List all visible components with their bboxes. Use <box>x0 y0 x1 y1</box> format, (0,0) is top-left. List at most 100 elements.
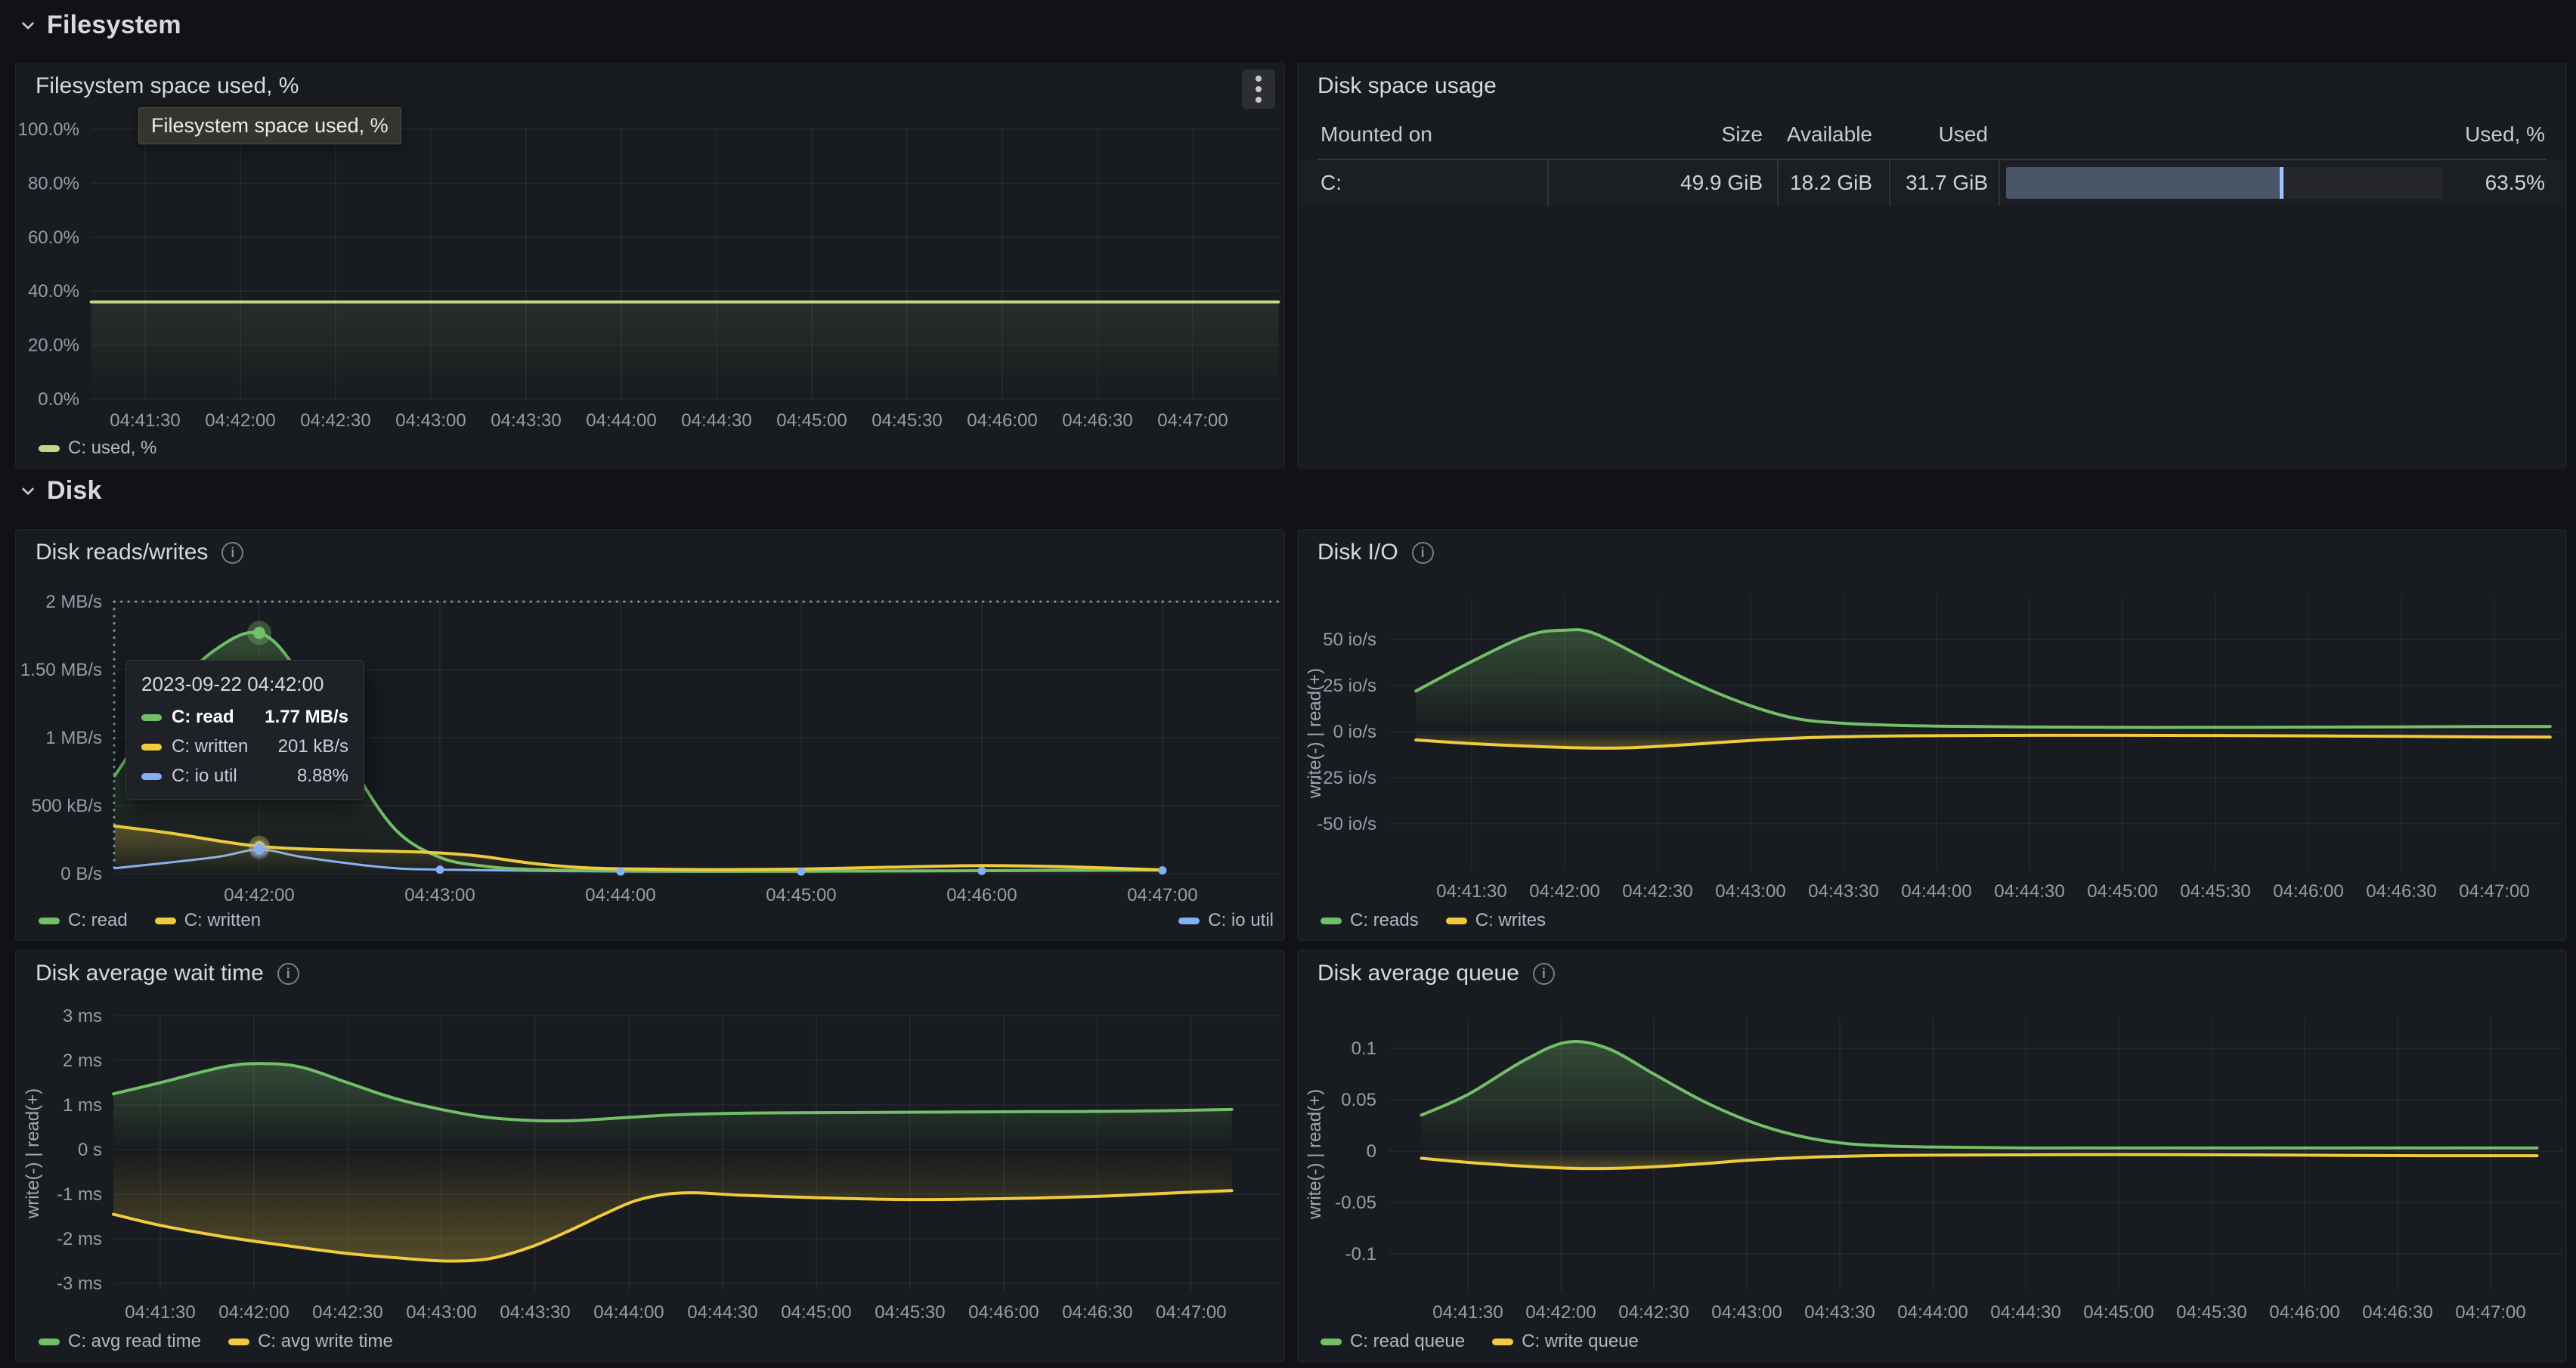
table-row: C: 49.9 GiB 18.2 GiB 31.7 GiB 63.5% <box>1298 160 2566 206</box>
table-header-mounted-on[interactable]: Mounted on <box>1321 122 1432 146</box>
legend-swatch <box>154 917 176 924</box>
svg-text:04:42:00: 04:42:00 <box>224 885 294 905</box>
svg-text:-1 ms: -1 ms <box>57 1184 102 1205</box>
disk-avg-queue-chart[interactable]: -0.1 -0.05 0 0.05 0.1 04:41:30 04:42:00 04:42:3… <box>1298 951 2568 1363</box>
series-fill-C: reads <box>1416 630 2550 732</box>
table-header-available[interactable]: Available <box>1786 122 1872 146</box>
legend-item[interactable]: C: io util <box>1178 910 1274 931</box>
legend-swatch <box>1445 917 1467 924</box>
legend-item[interactable]: C: read queue <box>1321 1331 1465 1352</box>
filesystem-space-used-chart[interactable]: 0.0% 20.0% 40.0% 60.0% 80.0% 100.0% 04:41:30 04… <box>16 63 1286 469</box>
svg-text:04:42:30: 04:42:30 <box>1622 881 1692 902</box>
legend-swatch <box>39 1338 60 1345</box>
panel-disk-avg-wait-time: Disk average wait time i -3 ms -2 ms -1 ms… <box>15 950 1285 1362</box>
tooltip-series-label: C: io util <box>172 766 237 786</box>
series-line-C: read queue <box>1420 1039 2539 1150</box>
legend-swatch <box>39 444 60 452</box>
table-header-used-pct[interactable]: Used, % <box>2465 122 2545 146</box>
chart-legend: C: avg read time C: avg write time <box>39 1331 393 1352</box>
disk-io-chart[interactable]: -50 io/s -25 io/s 0 io/s 25 io/s 50 io/s 04:4… <box>1298 530 2568 942</box>
series-fill-C: read <box>114 632 1163 874</box>
table-header-used[interactable]: Used <box>1938 122 1988 146</box>
legend-item[interactable]: C: written <box>154 910 262 931</box>
chevron-down-icon <box>22 487 34 494</box>
svg-text:04:46:00: 04:46:00 <box>968 1302 1039 1323</box>
svg-text:04:44:00: 04:44:00 <box>586 410 656 431</box>
legend-label: C: io util <box>1208 910 1274 930</box>
svg-text:04:47:00: 04:47:00 <box>1157 410 1228 431</box>
series-line-C: reads <box>1414 628 2552 729</box>
legend-item[interactable]: C: avg read time <box>39 1331 201 1352</box>
svg-text:04:47:00: 04:47:00 <box>2459 881 2529 902</box>
disk-avg-wait-time-chart[interactable]: -3 ms -2 ms -1 ms 0 s 1 ms 2 ms 3 ms 04:41:30 04… <box>16 951 1286 1363</box>
series-fill-C: used, % <box>91 302 1279 399</box>
legend-swatch <box>1178 917 1200 924</box>
svg-text:04:45:30: 04:45:30 <box>2176 1302 2246 1323</box>
chart-tooltip: 2023-09-22 04:42:00 C: read 1.77 MB/s C:… <box>125 660 364 800</box>
svg-text:0 io/s: 0 io/s <box>1333 722 1376 742</box>
data-point-dot <box>977 866 986 875</box>
svg-text:04:41:30: 04:41:30 <box>125 1302 195 1323</box>
panel-disk-avg-queue: Disk average queue i -0.1 -0.05 0 0.05 0.1 04… <box>1297 950 2567 1362</box>
legend-item[interactable]: C: read <box>39 910 128 931</box>
info-icon[interactable]: i <box>1411 541 1434 564</box>
panel-title[interactable]: Disk reads/writes <box>36 540 209 565</box>
panel-title[interactable]: Disk average queue <box>1317 961 1519 986</box>
section-header-disk[interactable]: Disk <box>17 476 102 506</box>
svg-text:04:42:30: 04:42:30 <box>1618 1302 1689 1323</box>
cell-separator <box>1547 160 1549 206</box>
series-line-C: write queue <box>1420 1153 2539 1171</box>
cell-mounted-on: C: <box>1321 171 1342 194</box>
panel-filesystem-space-used: Filesystem space used, % 0.0% 20.0% 40.0% 6… <box>15 63 1285 469</box>
panel-title[interactable]: Disk average wait time <box>36 961 264 986</box>
svg-text:04:42:30: 04:42:30 <box>312 1302 382 1323</box>
tooltip-series-label: C: written <box>172 736 249 757</box>
table-header-separator <box>1317 159 2547 160</box>
svg-text:04:43:00: 04:43:00 <box>1715 881 1785 902</box>
panel-header: Disk average wait time i <box>16 951 1284 996</box>
info-icon[interactable]: i <box>1532 962 1555 985</box>
cell-separator <box>1777 160 1779 206</box>
svg-text:04:41:30: 04:41:30 <box>110 410 180 431</box>
panel-title[interactable]: Disk space usage <box>1317 73 1497 98</box>
svg-text:04:44:30: 04:44:30 <box>1994 881 2064 902</box>
table-header-size[interactable]: Size <box>1721 122 1763 146</box>
chart-legend: C: reads C: writes <box>1321 910 1546 931</box>
info-icon[interactable]: i <box>277 962 299 985</box>
svg-text:0.0%: 0.0% <box>38 389 79 410</box>
svg-text:50 io/s: 50 io/s <box>1323 630 1376 650</box>
series-fill-C: writes <box>1416 732 2550 748</box>
svg-text:04:42:00: 04:42:00 <box>1525 1302 1596 1323</box>
svg-text:1.50 MB/s: 1.50 MB/s <box>20 660 102 680</box>
legend-item[interactable]: C: writes <box>1445 910 1546 931</box>
tooltip-timestamp: 2023-09-22 04:42:00 <box>141 673 324 695</box>
svg-text:04:42:00: 04:42:00 <box>218 1302 289 1323</box>
series <box>112 1062 1234 1263</box>
series-fill-C: write queue <box>1421 1151 2537 1169</box>
tooltip-series-label: C: read <box>172 707 234 727</box>
legend-item[interactable]: C: write queue <box>1492 1331 1639 1352</box>
svg-text:04:41:30: 04:41:30 <box>1436 881 1506 902</box>
legend-item[interactable]: C: used, % <box>39 438 156 459</box>
legend-swatch <box>39 917 60 924</box>
used-gauge-track <box>2006 167 2443 199</box>
legend-item[interactable]: C: avg write time <box>228 1331 393 1352</box>
svg-text:04:47:00: 04:47:00 <box>2455 1302 2525 1323</box>
panel-menu-icon[interactable] <box>1242 70 1275 109</box>
svg-text:40.0%: 40.0% <box>28 281 79 302</box>
svg-text:04:42:00: 04:42:00 <box>1529 881 1599 902</box>
panel-title[interactable]: Disk I/O <box>1317 540 1398 565</box>
chevron-down-icon <box>22 22 34 29</box>
legend-item[interactable]: C: reads <box>1321 910 1419 931</box>
panel-title[interactable]: Filesystem space used, % <box>36 73 299 98</box>
svg-text:04:44:00: 04:44:00 <box>1897 1302 1968 1323</box>
svg-text:04:45:00: 04:45:00 <box>766 885 836 905</box>
info-icon[interactable]: i <box>221 541 244 564</box>
series-fill-C: avg read time <box>113 1063 1232 1150</box>
legend-label: C: written <box>184 910 262 930</box>
svg-text:04:43:30: 04:43:30 <box>1808 881 1878 902</box>
svg-text:-3 ms: -3 ms <box>57 1274 102 1294</box>
section-header-filesystem[interactable]: Filesystem <box>17 11 181 40</box>
